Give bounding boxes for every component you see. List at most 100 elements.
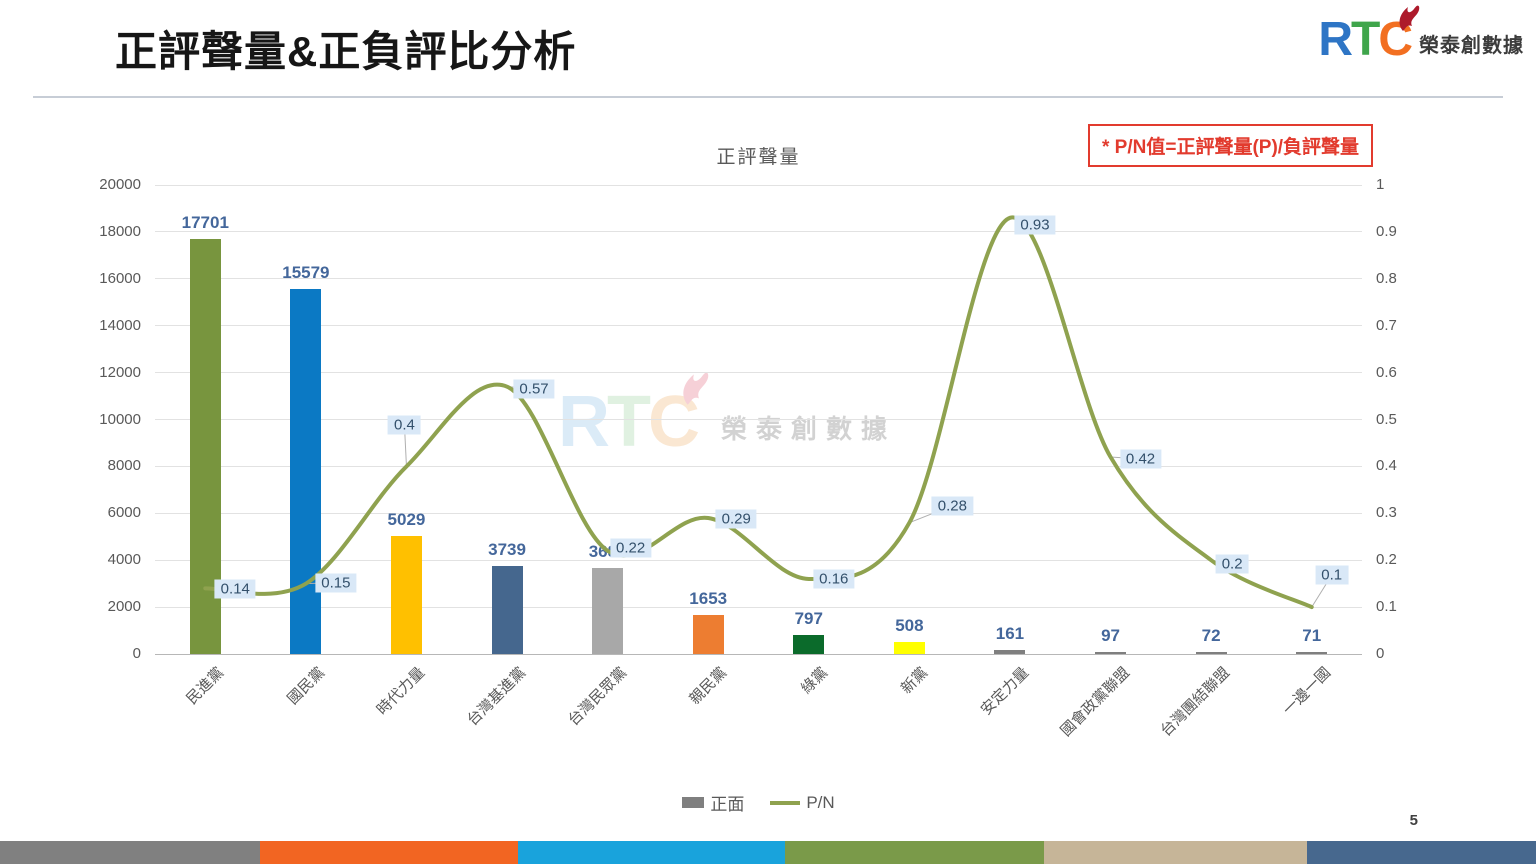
bar-value-label: 5029 [387,510,426,530]
grid-line [155,325,1362,327]
y-axis-tick-left: 12000 [99,363,141,381]
category-label: 親民黨 [686,664,731,708]
pn-value-label: 0.16 [813,569,855,589]
y-axis-tick-right: 0.3 [1376,504,1397,522]
footer-segment [260,841,518,864]
category-label: 台灣基進黨 [464,664,530,730]
y-axis-tick-right: 0.8 [1376,269,1397,287]
bar [290,288,322,654]
grid-line [155,184,1362,186]
bar-value-label: 1653 [689,589,728,609]
footer-segment [785,841,1044,864]
y-axis-tick-right: 1 [1376,176,1385,193]
y-axis-tick-left: 2000 [107,598,141,616]
y-axis-tick-left: 10000 [99,410,141,428]
y-axis-tick-left: 14000 [99,316,141,334]
x-axis-line [155,654,1362,655]
bar [893,642,925,654]
chart-title: 正評聲量 [716,147,801,168]
legend-label: 正面 [710,795,745,814]
y-axis-tick-right: 0.2 [1376,551,1397,569]
y-axis-tick-left: 4000 [107,551,141,569]
y-axis-tick-right: 0.7 [1376,316,1397,334]
grid-line [155,606,1362,608]
grid-line [155,419,1362,420]
pn-value-label: 0.1 [1315,565,1349,585]
legend-bar-swatch [682,797,705,808]
bar [994,650,1026,654]
pn-value-label: 0.57 [513,379,555,399]
page-title: 正評聲量&正負評比分析 [115,28,577,75]
legend-label: P/N [806,792,835,812]
y-axis-tick-right: 0.5 [1376,410,1397,428]
legend-item: 正面 [682,790,744,815]
legend-line-swatch [770,800,801,805]
pn-value-label: 0.4 [388,415,421,435]
logo-letter-t: T [1351,13,1380,66]
page-number: 5 [1409,812,1418,829]
grid-line [155,512,1362,514]
footer-segment [0,841,260,864]
pn-value-label: 0.22 [610,538,652,558]
grid-line [155,372,1362,374]
footer-segment [518,841,785,864]
bar-value-label: 161 [995,624,1025,644]
category-label: 安定力量 [977,664,1033,719]
bar [1195,652,1227,654]
y-axis-tick-right: 0.4 [1376,457,1397,475]
legend-item: P/N [770,790,835,815]
y-axis-tick-left: 16000 [99,269,141,287]
logo-letter-r: R [1318,13,1353,66]
y-axis-tick-right: 0.6 [1376,363,1397,381]
bar [491,566,523,654]
logo-brand-text: 榮泰創數據 [1419,35,1524,57]
pn-value-label: 0.28 [931,496,973,516]
category-label: 一邊一國 [1279,664,1334,719]
bar [1095,651,1127,654]
y-axis-tick-right: 0.1 [1376,598,1397,616]
grid-line [155,231,1362,233]
bar [592,567,624,654]
pn-value-label: 0.93 [1014,215,1056,235]
y-axis-tick-left: 6000 [107,504,141,522]
bar [1296,652,1328,654]
category-label: 國民黨 [284,664,329,708]
category-label: 綠黨 [797,664,831,698]
y-axis-tick-right: 0 [1376,645,1385,662]
rtc-logo: RTC 榮泰創數據 [1318,5,1524,66]
category-label: 台灣團結聯盟 [1157,664,1234,740]
y-axis-tick-right: 0.9 [1376,222,1397,240]
y-axis-tick-left: 8000 [107,457,141,475]
grid-line [155,278,1362,280]
flame-icon [1399,5,1420,31]
y-axis-tick-left: 0 [132,645,141,662]
title-divider [33,96,1503,98]
footer-color-bar [0,841,1536,864]
bar-value-label: 97 [1101,625,1120,645]
chart-plot-area: 0 2000 4000 6000 8000 10000 12000 14000 16000 180… [99,176,1397,740]
y-axis-tick-left: 20000 [99,176,141,193]
pn-line [203,215,1314,610]
grid-line [155,465,1362,467]
pn-value-label: 0.15 [315,573,357,593]
pn-value-label: 0.29 [715,509,757,529]
bar [390,536,422,654]
bar-value-label: 15579 [282,262,330,282]
bar-value-label: 71 [1302,626,1322,645]
chart-legend: 正面 P/N [155,790,1362,815]
category-label: 民進黨 [183,664,228,708]
pn-value-label: 0.2 [1215,554,1249,574]
category-label: 台灣民眾黨 [564,664,630,730]
category-label: 國會政黨聯盟 [1057,664,1133,740]
bar-value-label: 3739 [488,540,526,560]
category-label: 時代力量 [374,664,429,719]
category-label: 新黨 [898,664,932,698]
bar-value-label: 797 [794,609,823,629]
pn-value-label: 0.42 [1119,449,1162,469]
bar [692,615,724,654]
bar-value-label: 508 [895,616,924,636]
pn-value-label: 0.14 [214,579,256,599]
y-axis-tick-left: 18000 [99,222,141,240]
bar [793,635,825,654]
